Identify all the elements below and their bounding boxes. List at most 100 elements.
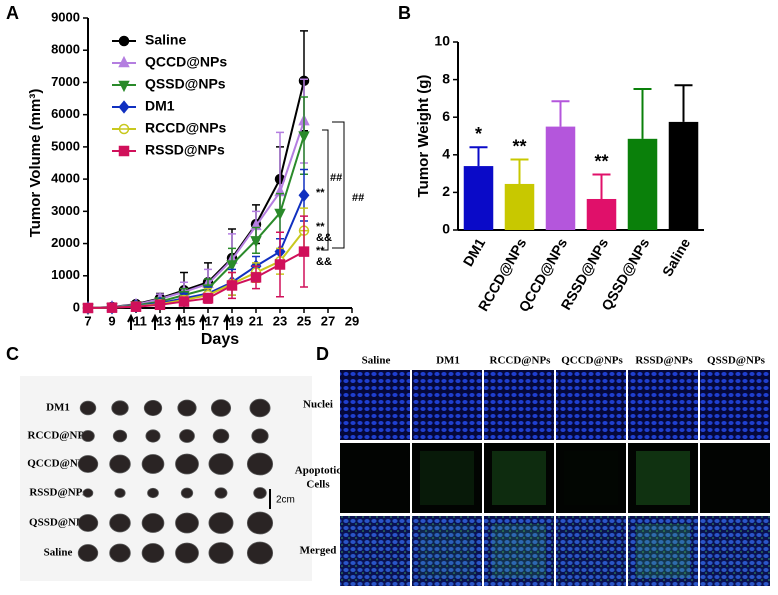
y-axis-label: Tumor Volume (mm³) xyxy=(27,89,44,238)
y-tick-label: 4 xyxy=(442,146,450,162)
row-label: QCCD@NPs xyxy=(27,458,89,470)
bar xyxy=(586,198,617,230)
green-signal xyxy=(420,451,474,505)
dosing-arrow xyxy=(199,313,207,330)
significance-label: ** xyxy=(316,187,325,199)
legend-label: QCCD@NPs xyxy=(145,54,227,70)
panel-label: B xyxy=(398,3,411,23)
y-tick-label: 9000 xyxy=(51,9,80,24)
x-tick-label: 7 xyxy=(84,313,91,328)
legend-label: RCCD@NPs xyxy=(145,120,227,136)
marker xyxy=(106,302,118,313)
tumor xyxy=(143,399,163,416)
significance-label: ** xyxy=(594,151,608,171)
marker xyxy=(226,260,238,272)
tumor xyxy=(208,453,234,475)
significance-label: && xyxy=(316,256,332,268)
marker xyxy=(82,302,94,314)
micrograph xyxy=(556,443,626,513)
y-tick-label: 6000 xyxy=(51,106,80,121)
bar xyxy=(504,183,535,230)
tumor xyxy=(210,399,232,417)
row-label: Apoptotic xyxy=(295,465,342,477)
marker xyxy=(130,301,142,312)
tumor xyxy=(212,428,230,444)
tumor xyxy=(214,487,228,499)
tumor xyxy=(145,429,161,443)
green-signal xyxy=(564,451,618,505)
significance-label: ## xyxy=(330,172,342,184)
series-line xyxy=(87,250,305,309)
micrograph xyxy=(700,443,770,513)
tumor xyxy=(177,399,197,417)
x-tick-label: 23 xyxy=(273,313,287,328)
tumor xyxy=(253,487,267,499)
tumor xyxy=(111,400,129,416)
tumor xyxy=(77,514,99,532)
y-tick-label: 5000 xyxy=(51,138,80,153)
y-tick-label: 2 xyxy=(442,183,450,199)
micrograph xyxy=(412,370,482,440)
tumor xyxy=(249,398,271,418)
dosing-arrow xyxy=(127,313,135,330)
micrograph xyxy=(484,516,554,586)
tumor xyxy=(82,488,94,498)
x-tick-label: 15 xyxy=(181,313,195,328)
green-signal xyxy=(420,524,474,578)
legend-label: RSSD@NPs xyxy=(145,142,225,158)
marker xyxy=(298,246,310,257)
micrograph xyxy=(556,370,626,440)
micrograph xyxy=(700,516,770,586)
x-tick-label: 17 xyxy=(205,313,219,328)
marker xyxy=(250,272,262,283)
row-label: Cells xyxy=(306,479,330,491)
series-line xyxy=(87,135,305,309)
row-label: Merged xyxy=(300,545,337,557)
bracket xyxy=(332,121,345,249)
marker xyxy=(118,35,130,47)
marker xyxy=(298,188,310,202)
bar xyxy=(545,126,576,230)
tumor xyxy=(246,452,274,476)
tumor xyxy=(109,513,131,533)
micrograph xyxy=(556,516,626,586)
row-label: DM1 xyxy=(46,402,70,414)
panel-label: C xyxy=(6,344,19,364)
marker xyxy=(118,80,130,93)
row-label: RSSD@NPs xyxy=(29,487,87,499)
panel-label: D xyxy=(316,344,329,364)
x-tick-label: 25 xyxy=(297,313,311,328)
y-tick-label: 3000 xyxy=(51,203,80,218)
y-tick-label: 2000 xyxy=(51,235,80,250)
dosing-arrow xyxy=(175,313,183,330)
tumor xyxy=(79,400,97,416)
y-tick-label: 0 xyxy=(442,221,450,237)
micrograph xyxy=(484,443,554,513)
panel-label: A xyxy=(6,3,19,23)
x-tick-label: 21 xyxy=(249,313,263,328)
marker xyxy=(178,296,190,307)
x-tick-label: DM1 xyxy=(460,235,489,269)
scale-label: 2cm xyxy=(276,495,295,506)
tumor xyxy=(114,488,126,498)
tumor xyxy=(109,543,131,563)
tumor xyxy=(141,513,165,533)
error-bar xyxy=(592,173,611,199)
y-tick-label: 7000 xyxy=(51,74,80,89)
significance-label: ## xyxy=(352,192,364,204)
y-tick-label: 6 xyxy=(442,108,450,124)
bracket xyxy=(322,129,329,251)
marker xyxy=(250,236,262,248)
column-label: DM1 xyxy=(436,355,460,367)
y-tick-label: 8 xyxy=(442,70,450,86)
row-label: Nuclei xyxy=(303,399,333,411)
x-tick-label: 13 xyxy=(157,313,171,328)
green-signal xyxy=(492,451,546,505)
tumor xyxy=(208,512,234,534)
tumor xyxy=(175,512,199,534)
column-label: QCCD@NPs xyxy=(561,355,623,367)
dosing-arrow xyxy=(151,313,159,330)
green-signal xyxy=(636,524,690,578)
row-label: QSSD@NPs xyxy=(29,517,88,529)
